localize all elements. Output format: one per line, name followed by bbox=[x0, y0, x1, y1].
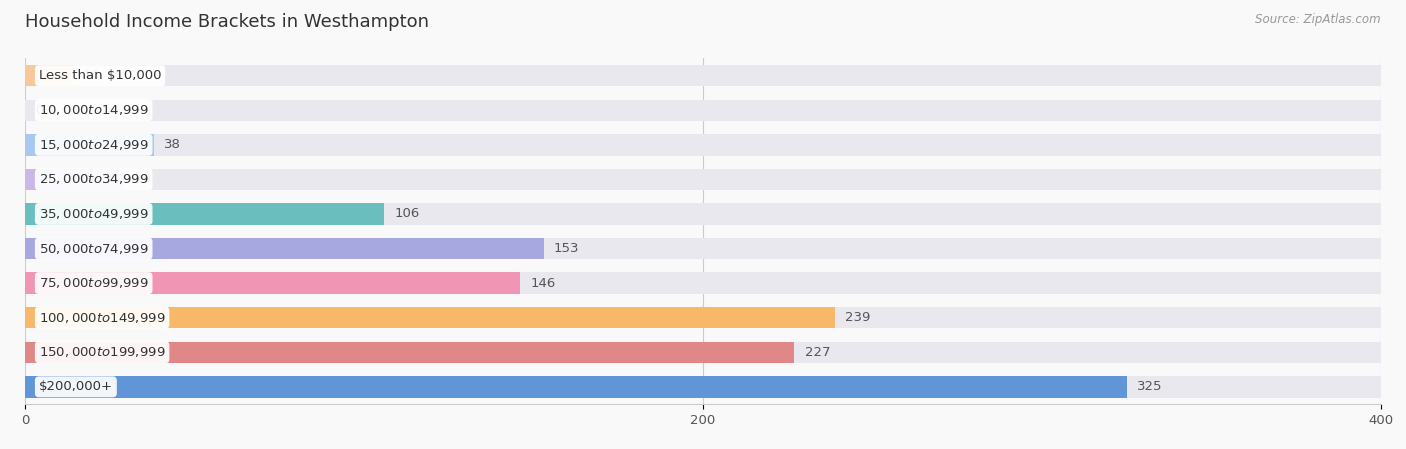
Text: $100,000 to $149,999: $100,000 to $149,999 bbox=[39, 311, 166, 325]
Bar bbox=[25, 273, 520, 294]
Text: $50,000 to $74,999: $50,000 to $74,999 bbox=[39, 242, 149, 255]
Text: Less than $10,000: Less than $10,000 bbox=[39, 69, 162, 82]
Bar bbox=[25, 307, 1381, 328]
Bar bbox=[25, 307, 835, 328]
Text: Source: ZipAtlas.com: Source: ZipAtlas.com bbox=[1256, 13, 1381, 26]
Text: $75,000 to $99,999: $75,000 to $99,999 bbox=[39, 276, 149, 290]
Bar bbox=[25, 376, 1381, 397]
Bar bbox=[25, 203, 1381, 224]
Text: 325: 325 bbox=[1136, 380, 1163, 393]
Text: 153: 153 bbox=[554, 242, 579, 255]
Bar bbox=[25, 342, 794, 363]
Bar bbox=[25, 134, 1381, 155]
Text: $150,000 to $199,999: $150,000 to $199,999 bbox=[39, 345, 166, 359]
Text: 227: 227 bbox=[804, 346, 830, 359]
Bar bbox=[25, 273, 1381, 294]
Bar bbox=[25, 65, 73, 86]
Bar bbox=[25, 169, 1381, 190]
Text: 38: 38 bbox=[165, 138, 181, 151]
Bar bbox=[25, 376, 1126, 397]
Text: 106: 106 bbox=[395, 207, 420, 220]
Text: 29: 29 bbox=[134, 173, 150, 186]
Bar bbox=[25, 134, 155, 155]
Bar bbox=[25, 238, 544, 259]
Text: 14: 14 bbox=[83, 69, 100, 82]
Text: $15,000 to $24,999: $15,000 to $24,999 bbox=[39, 138, 149, 152]
Text: $200,000+: $200,000+ bbox=[39, 380, 112, 393]
Text: Household Income Brackets in Westhampton: Household Income Brackets in Westhampton bbox=[25, 13, 429, 31]
Text: $25,000 to $34,999: $25,000 to $34,999 bbox=[39, 172, 149, 186]
Text: $10,000 to $14,999: $10,000 to $14,999 bbox=[39, 103, 149, 117]
Bar bbox=[25, 65, 1381, 86]
Text: 239: 239 bbox=[845, 311, 870, 324]
Text: $35,000 to $49,999: $35,000 to $49,999 bbox=[39, 207, 149, 221]
Bar bbox=[25, 203, 384, 224]
Bar bbox=[25, 169, 124, 190]
Text: 0: 0 bbox=[35, 104, 44, 117]
Bar bbox=[25, 342, 1381, 363]
Bar bbox=[25, 238, 1381, 259]
Bar bbox=[25, 100, 1381, 121]
Text: 146: 146 bbox=[530, 277, 555, 290]
